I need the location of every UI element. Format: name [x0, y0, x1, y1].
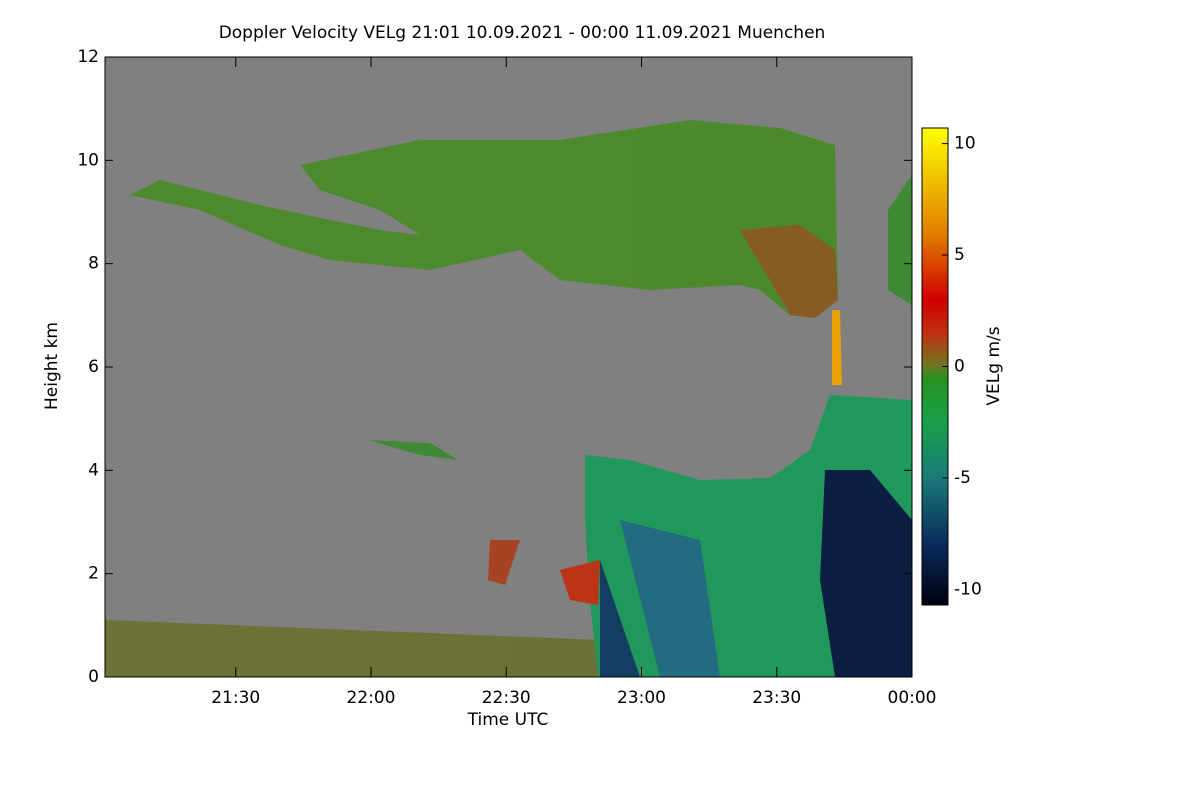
y-tick-label: 4	[88, 460, 99, 480]
y-tick-label: 0	[88, 667, 99, 687]
y-tick-label: 12	[77, 47, 99, 67]
colorbar-tick-label: 5	[954, 245, 965, 265]
colorbar-tick-label: -5	[954, 468, 971, 488]
x-tick-label: 00:00	[888, 688, 937, 708]
x-tick-label: 22:00	[346, 688, 395, 708]
x-axis-label: Time UTC	[467, 710, 549, 730]
colorbar-label: VELg m/s	[984, 326, 1004, 405]
x-tick-label: 21:30	[211, 688, 260, 708]
colorbar-tick-label: 10	[954, 134, 976, 154]
x-tick-label: 22:30	[482, 688, 531, 708]
colorbar-tick-label: -10	[954, 579, 982, 599]
y-axis-label: Height km	[42, 322, 62, 410]
y-tick-label: 10	[77, 150, 99, 170]
y-tick-label: 2	[88, 564, 99, 584]
radar-echoes	[105, 120, 912, 677]
x-tick-label: 23:30	[752, 688, 801, 708]
x-tick-label: 23:00	[617, 688, 666, 708]
chart-title: Doppler Velocity VELg 21:01 10.09.2021 -…	[219, 23, 826, 43]
colorbar-tick-label: 0	[954, 357, 965, 377]
y-tick-label: 8	[88, 254, 99, 274]
y-tick-label: 6	[88, 357, 99, 377]
